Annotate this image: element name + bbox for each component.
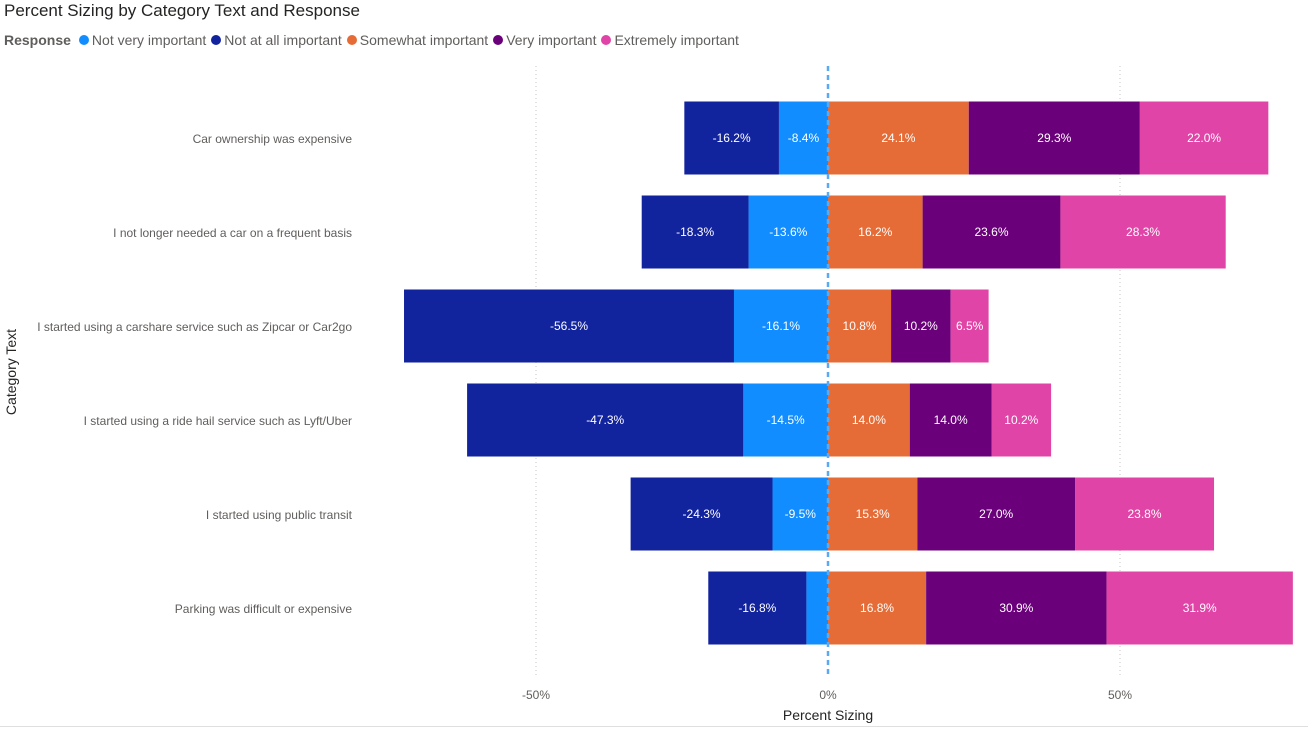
data-label: 30.9%: [999, 601, 1033, 615]
bar-somewhat-important[interactable]: [828, 383, 910, 457]
data-label: 28.3%: [1126, 225, 1160, 239]
data-label: -8.4%: [788, 131, 820, 145]
category-label: I started using a carshare service such …: [37, 320, 352, 334]
data-label: -47.3%: [586, 413, 624, 427]
data-label: 14.0%: [852, 413, 886, 427]
data-label: -16.8%: [738, 601, 776, 615]
x-axis-title: Percent Sizing: [783, 707, 873, 723]
bar-very-important[interactable]: [909, 383, 992, 457]
data-label: 29.3%: [1037, 131, 1071, 145]
legend-item-not-very-important[interactable]: Not very important: [78, 32, 207, 48]
bar-not-very-important[interactable]: [772, 477, 828, 551]
bar-very-important[interactable]: [891, 289, 951, 363]
data-label: 27.0%: [979, 507, 1013, 521]
bar-not-at-all-important[interactable]: [404, 289, 734, 363]
data-label: -18.3%: [676, 225, 714, 239]
x-tick-label: -50%: [522, 688, 550, 702]
category-label: I started using a ride hail service such…: [84, 414, 352, 428]
bar-very-important[interactable]: [922, 195, 1061, 269]
bottom-divider: [0, 726, 1308, 727]
data-label: -9.5%: [785, 507, 817, 521]
data-label: -14.5%: [767, 413, 805, 427]
legend-dot-icon: [601, 35, 612, 45]
legend-title: Response: [4, 32, 71, 48]
data-label: 31.9%: [1183, 601, 1217, 615]
bar-not-at-all-important[interactable]: [708, 571, 807, 645]
legend-dot-icon: [346, 35, 357, 45]
data-label: -16.1%: [762, 319, 800, 333]
bar-extremely-important[interactable]: [1060, 195, 1226, 269]
data-label: 10.2%: [1004, 413, 1038, 427]
bar-extremely-important[interactable]: [1075, 477, 1215, 551]
legend-label: Somewhat important: [359, 32, 489, 48]
bar-extremely-important[interactable]: [1106, 571, 1293, 645]
data-label: 23.6%: [975, 225, 1009, 239]
data-label: 16.8%: [860, 601, 894, 615]
data-label: -56.5%: [550, 319, 588, 333]
data-label: 10.8%: [843, 319, 877, 333]
category-label: I not longer needed a car on a frequent …: [113, 226, 352, 240]
data-label: 6.5%: [956, 319, 984, 333]
bar-extremely-important[interactable]: [950, 289, 989, 363]
legend-dot-icon: [211, 35, 222, 45]
data-label: 14.0%: [934, 413, 968, 427]
bar-very-important[interactable]: [917, 477, 1076, 551]
category-label: Parking was difficult or expensive: [175, 602, 353, 616]
data-label: 22.0%: [1187, 131, 1221, 145]
legend: Response Not very important Not at all i…: [4, 32, 744, 48]
bar-very-important[interactable]: [968, 101, 1140, 175]
bar-not-at-all-important[interactable]: [641, 195, 749, 269]
x-tick-label: 50%: [1108, 688, 1132, 702]
y-axis-title: Category Text: [3, 329, 19, 415]
bar-somewhat-important[interactable]: [828, 101, 969, 175]
bar-not-very-important[interactable]: [743, 383, 828, 457]
bar-somewhat-important[interactable]: [828, 289, 892, 363]
data-label: 24.1%: [881, 131, 915, 145]
bar-not-very-important[interactable]: [806, 571, 828, 645]
bar-extremely-important[interactable]: [1139, 101, 1269, 175]
bar-not-very-important[interactable]: [748, 195, 828, 269]
data-label: 23.8%: [1128, 507, 1162, 521]
legend-dot-icon: [78, 35, 89, 45]
category-label: I started using public transit: [206, 508, 353, 522]
data-label: -24.3%: [683, 507, 721, 521]
legend-label: Not at all important: [224, 32, 342, 48]
legend-label: Not very important: [91, 32, 207, 48]
chart-title: Percent Sizing by Category Text and Resp…: [4, 1, 360, 20]
category-label: Car ownership was expensive: [193, 132, 353, 146]
data-label: 15.3%: [856, 507, 890, 521]
legend-label: Very important: [506, 32, 597, 48]
bar-not-at-all-important[interactable]: [630, 477, 773, 551]
data-label: 10.2%: [904, 319, 938, 333]
data-label: -16.2%: [713, 131, 751, 145]
bar-not-very-important[interactable]: [733, 289, 828, 363]
bar-very-important[interactable]: [926, 571, 1107, 645]
data-label: -13.6%: [769, 225, 807, 239]
bar-not-at-all-important[interactable]: [467, 383, 744, 457]
bar-not-very-important[interactable]: [778, 101, 828, 175]
legend-item-extremely-important[interactable]: Extremely important: [601, 32, 739, 48]
legend-item-not-at-all-important[interactable]: Not at all important: [211, 32, 342, 48]
legend-label: Extremely important: [614, 32, 739, 48]
bar-not-at-all-important[interactable]: [684, 101, 779, 175]
data-label: 16.2%: [858, 225, 892, 239]
bar-somewhat-important[interactable]: [828, 571, 927, 645]
legend-item-very-important[interactable]: Very important: [493, 32, 596, 48]
legend-item-somewhat-important[interactable]: Somewhat important: [346, 32, 489, 48]
legend-dot-icon: [493, 35, 504, 45]
bar-somewhat-important[interactable]: [828, 477, 918, 551]
x-tick-label: 0%: [819, 688, 837, 702]
bar-somewhat-important[interactable]: [828, 195, 923, 269]
bar-extremely-important[interactable]: [991, 383, 1052, 457]
